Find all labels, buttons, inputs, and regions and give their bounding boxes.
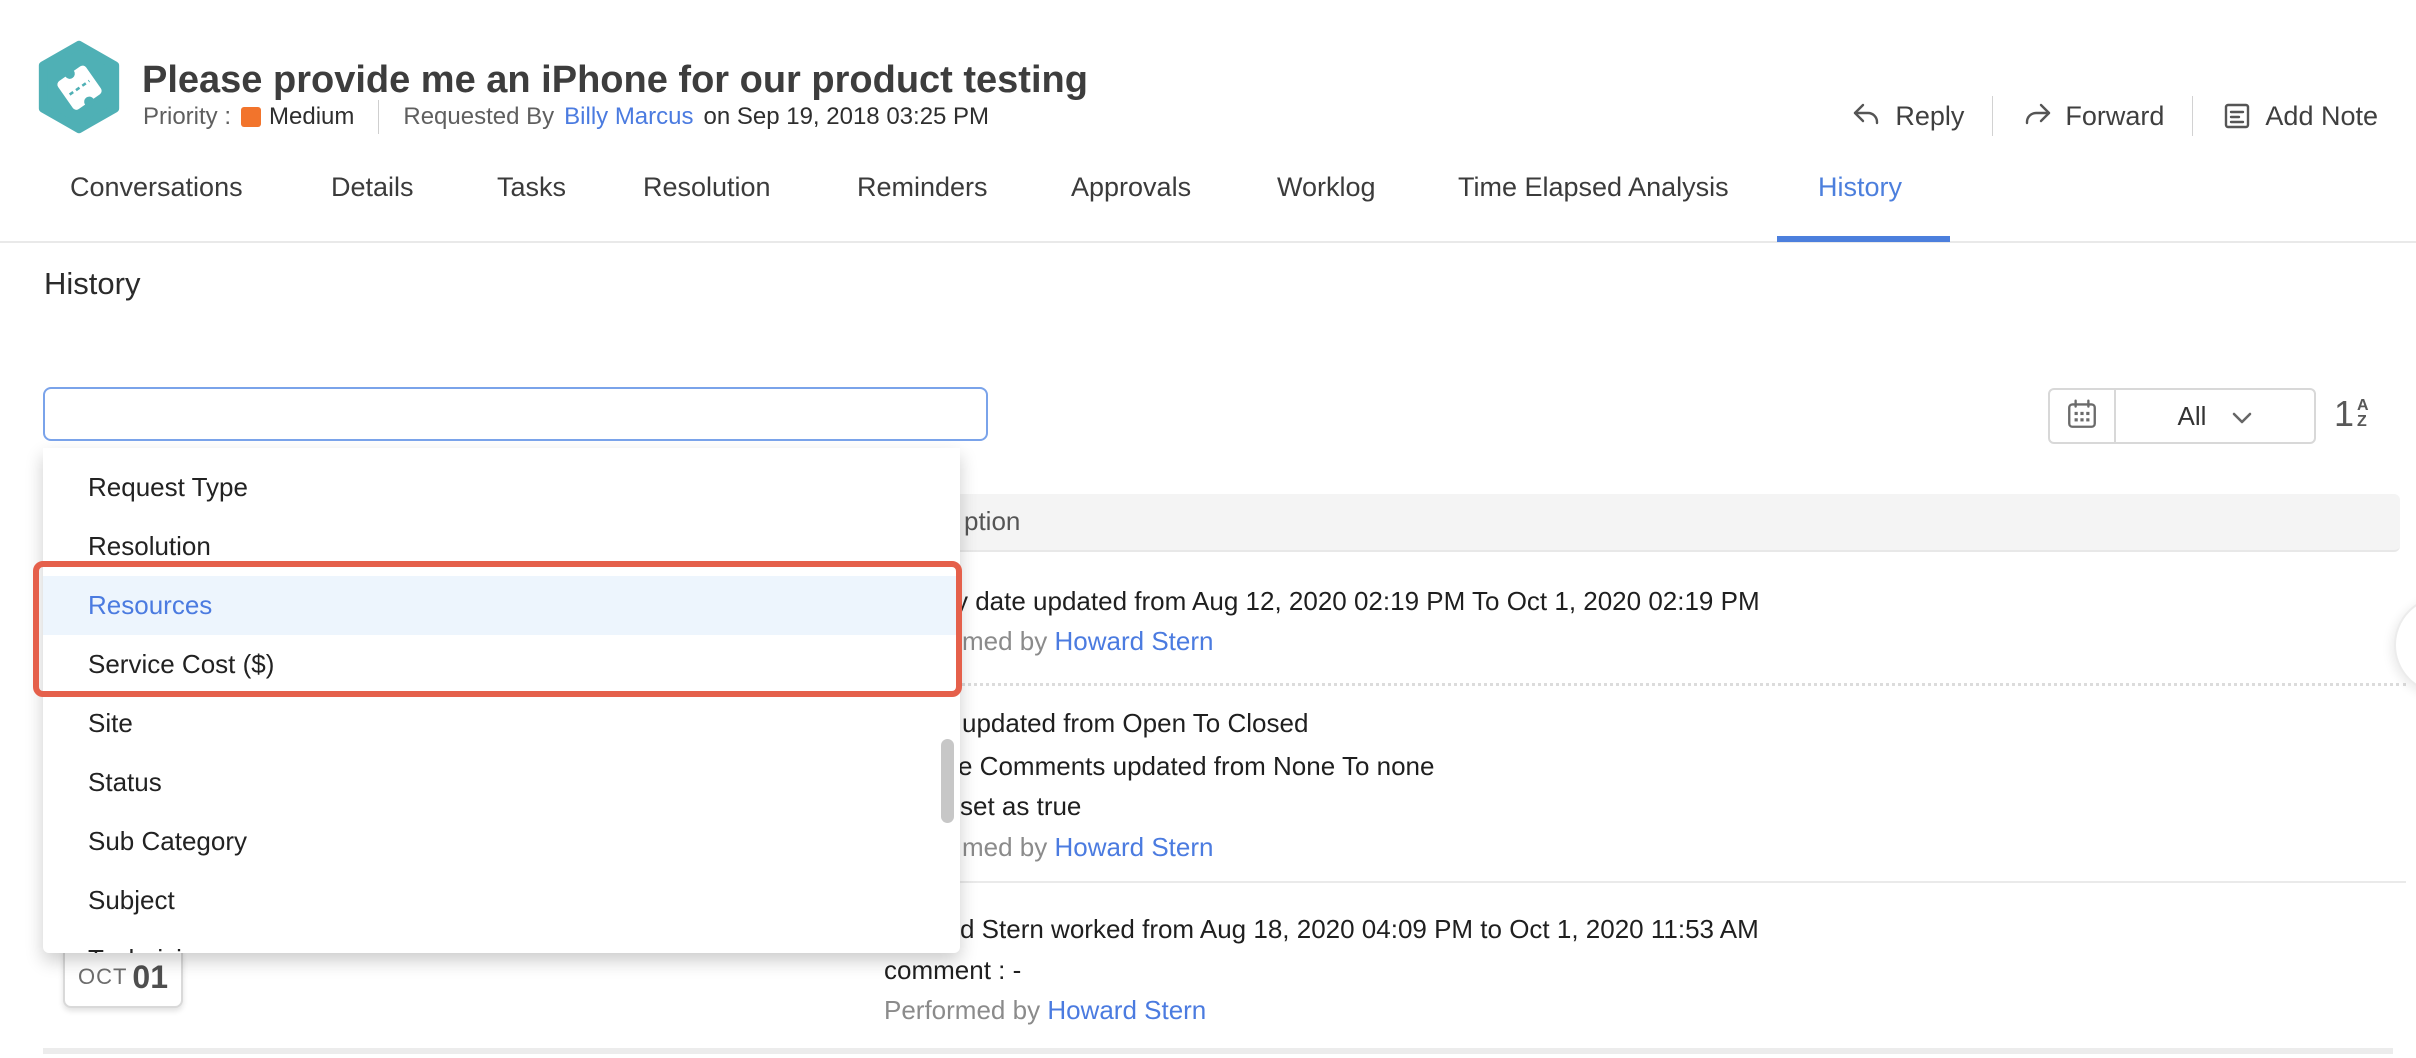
dropdown-item-resources[interactable]: Resources (43, 576, 960, 635)
performed-by-label: med by (962, 832, 1048, 862)
history-entry-performed: med by Howard Stern (962, 832, 1213, 863)
history-entry-performed: med by Howard Stern (962, 626, 1213, 657)
tab-time-elapsed-analysis[interactable]: Time Elapsed Analysis (1458, 172, 1729, 202)
history-type-select[interactable]: All (2116, 390, 2314, 442)
sort-z: Z (2357, 413, 2367, 430)
dropdown-item-status[interactable]: Status (88, 767, 162, 797)
history-entry-line: set as true (960, 791, 1082, 821)
history-entry-line: updated from Open To Closed (962, 708, 1309, 738)
calendar-button[interactable] (2050, 390, 2116, 442)
date-badge-month: OCT (77, 964, 128, 989)
performed-by-label: med by (962, 626, 1048, 656)
requested-on: on Sep 19, 2018 03:25 PM (703, 103, 990, 130)
dropdown-item-resolution[interactable]: Resolution (88, 531, 211, 561)
sort-az-icon: A Z (2357, 398, 2369, 430)
forward-icon (2021, 100, 2053, 132)
tab-details[interactable]: Details (331, 172, 414, 202)
dropdown-item-service-cost[interactable]: Service Cost ($) (88, 649, 275, 679)
history-filter-group: All (2048, 388, 2316, 444)
column-header-description: ption (964, 506, 1021, 536)
timeline-date-badge: OCT 01 (63, 946, 183, 1008)
bottom-section-divider (43, 1048, 2393, 1054)
history-entry-line: y date updated from Aug 12, 2020 02:19 P… (955, 586, 1760, 616)
meta-divider (378, 100, 380, 134)
requested-by-label: Requested By (403, 103, 555, 130)
tabs-border (0, 241, 2416, 243)
history-section-title: History (44, 266, 141, 301)
tab-conversations[interactable]: Conversations (70, 172, 243, 202)
active-tab-underline (1777, 236, 1950, 242)
tab-reminders[interactable]: Reminders (857, 172, 988, 202)
tab-resolution[interactable]: Resolution (643, 172, 771, 202)
history-filter-search-input[interactable] (43, 387, 988, 441)
tab-approvals[interactable]: Approvals (1071, 172, 1192, 202)
sort-icon: 1 (2334, 393, 2355, 434)
reply-icon (1851, 100, 1883, 132)
sort-button[interactable]: 1 A Z (2334, 392, 2369, 436)
performer-link[interactable]: Howard Stern (1054, 832, 1214, 862)
chevron-down-icon (2232, 401, 2252, 432)
add-note-button[interactable]: Add Note (2221, 100, 2378, 132)
filter-dropdown: Request Type Resolution Resources Servic… (43, 448, 960, 953)
priority-label: Priority : (143, 103, 232, 130)
date-badge-day: 01 (132, 958, 169, 995)
performer-link[interactable]: Howard Stern (1047, 995, 1207, 1025)
history-entry-line: comment : - (884, 955, 1022, 985)
history-entry-performed: Performed by Howard Stern (884, 995, 1206, 1026)
tab-tasks[interactable]: Tasks (497, 172, 567, 202)
history-entry-line: d Stern worked from Aug 18, 2020 04:09 P… (960, 914, 1759, 944)
add-note-icon (2221, 100, 2253, 132)
requester-link[interactable]: Billy Marcus (564, 103, 694, 130)
row-divider (43, 683, 2406, 686)
dropdown-item-subject[interactable]: Subject (88, 885, 175, 915)
sort-a: A (2357, 397, 2369, 414)
history-type-selected-value: All (2177, 400, 2207, 431)
action-divider (2192, 96, 2194, 136)
tab-history[interactable]: History (1818, 172, 1903, 202)
forward-label: Forward (2065, 100, 2165, 131)
dropdown-item-technician[interactable]: Technician (43, 930, 960, 953)
priority-value: Medium (269, 103, 355, 130)
header-actions: Reply Forward Add Note (1851, 96, 2378, 136)
dropdown-item-sub-category[interactable]: Sub Category (88, 826, 247, 856)
reply-label: Reply (1895, 100, 1965, 131)
ticket-meta: Priority : Medium Requested By Billy Mar… (143, 100, 989, 134)
history-entry-line: e Comments updated from None To none (958, 751, 1435, 781)
dropdown-scrollbar[interactable] (941, 739, 954, 823)
scroll-peek-button[interactable] (2394, 596, 2416, 694)
page-title: Please provide me an iPhone for our prod… (142, 59, 1088, 102)
calendar-icon (2065, 397, 2099, 436)
forward-button[interactable]: Forward (2021, 100, 2164, 132)
row-divider (43, 881, 2406, 883)
dropdown-item-site[interactable]: Site (88, 708, 133, 738)
ticket-icon (36, 40, 122, 134)
priority-color-swatch (241, 107, 262, 127)
add-note-label: Add Note (2265, 100, 2378, 131)
action-divider (1992, 96, 1994, 136)
tab-worklog[interactable]: Worklog (1277, 172, 1376, 202)
performed-by-label: Performed by (884, 995, 1041, 1025)
reply-button[interactable]: Reply (1851, 100, 1964, 132)
performer-link[interactable]: Howard Stern (1054, 626, 1214, 656)
dropdown-item-request-type[interactable]: Request Type (88, 472, 248, 502)
